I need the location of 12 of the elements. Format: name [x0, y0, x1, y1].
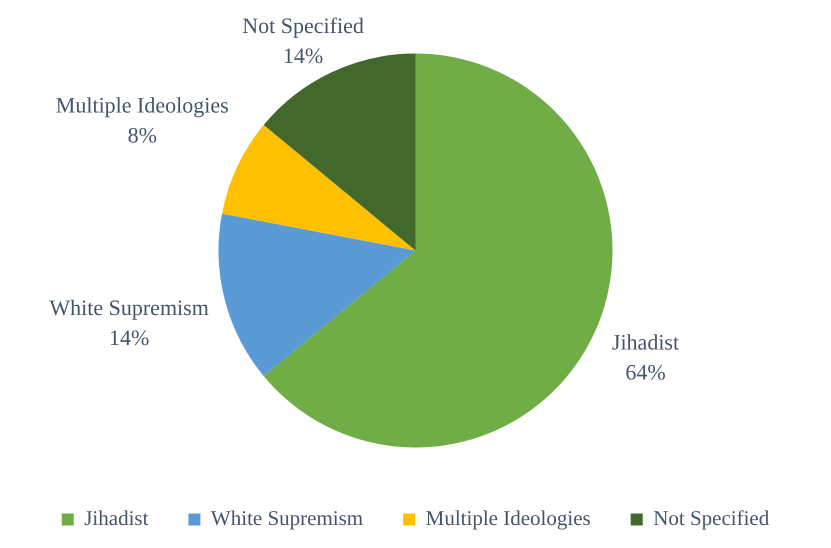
data-label: 14% — [108, 324, 150, 350]
data-label: 8% — [128, 122, 157, 148]
legend-label: Not Specified — [653, 506, 770, 530]
slice-label: Multiple Ideologies — [56, 92, 229, 118]
slice-label: Not Specified — [242, 12, 364, 38]
slice-label: Jihadist — [612, 330, 680, 355]
slice-label: White Supremism — [49, 294, 209, 320]
legend-label: White Supremism — [210, 506, 364, 530]
legend-label: Jihadist — [84, 506, 149, 530]
legend-label: Multiple Ideologies — [426, 506, 591, 530]
data-label: 14% — [282, 42, 324, 68]
data-label: 64% — [625, 360, 666, 385]
